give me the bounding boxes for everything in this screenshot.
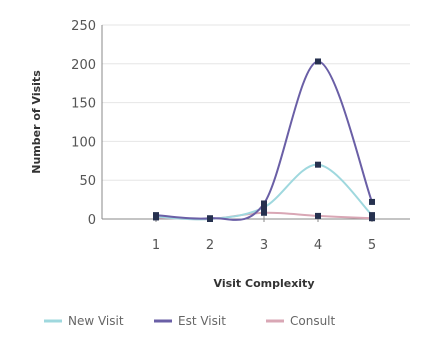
y-tick-label: 50: [79, 174, 96, 189]
series-line-est-visit: [155, 60, 373, 221]
x-tick-labels: 1 2 3 4 5: [152, 216, 376, 253]
y-axis-title: Number of Visits: [30, 70, 43, 174]
x-axis-title: Visit Complexity: [214, 277, 315, 290]
legend-item-est-visit: Est Visit: [154, 314, 226, 328]
data-point-new-visit: [315, 161, 321, 168]
x-tick-label: 2: [206, 238, 214, 253]
data-point-consult: [207, 216, 213, 222]
x-tick-label: 5: [368, 238, 376, 253]
y-tick-labels: 0 50 100 150 200 250: [71, 19, 96, 228]
legend-item-new-visit: New Visit: [44, 314, 124, 328]
y-tick-label: 250: [71, 19, 96, 34]
axes: [101, 25, 410, 220]
y-tick-label: 150: [71, 97, 96, 112]
legend-item-consult: Consult: [266, 314, 336, 328]
data-point-new-visit: [261, 204, 267, 211]
legend-label: New Visit: [68, 314, 124, 328]
data-point-consult: [153, 214, 159, 221]
grid-lines: [102, 24, 410, 181]
data-point-est-visit: [261, 200, 267, 207]
legend: New Visit Est Visit Consult: [44, 314, 336, 328]
x-tick-label: 3: [260, 238, 268, 253]
data-point-est-visit: [369, 198, 375, 205]
legend-label: Est Visit: [178, 314, 226, 328]
x-tick-label: 1: [152, 238, 160, 253]
series-lines: [155, 60, 373, 221]
data-point-est-visit: [315, 58, 321, 65]
data-point-consult: [261, 209, 267, 216]
data-point-new-visit: [369, 212, 375, 219]
data-point-consult: [369, 215, 375, 222]
data-point-consult: [315, 212, 321, 219]
data-points: [153, 58, 375, 222]
y-tick-label: 200: [71, 58, 96, 73]
y-tick-label: 0: [88, 213, 96, 228]
x-tick-label: 4: [314, 238, 322, 253]
legend-label: Consult: [290, 314, 336, 328]
y-tick-label: 100: [71, 135, 96, 150]
